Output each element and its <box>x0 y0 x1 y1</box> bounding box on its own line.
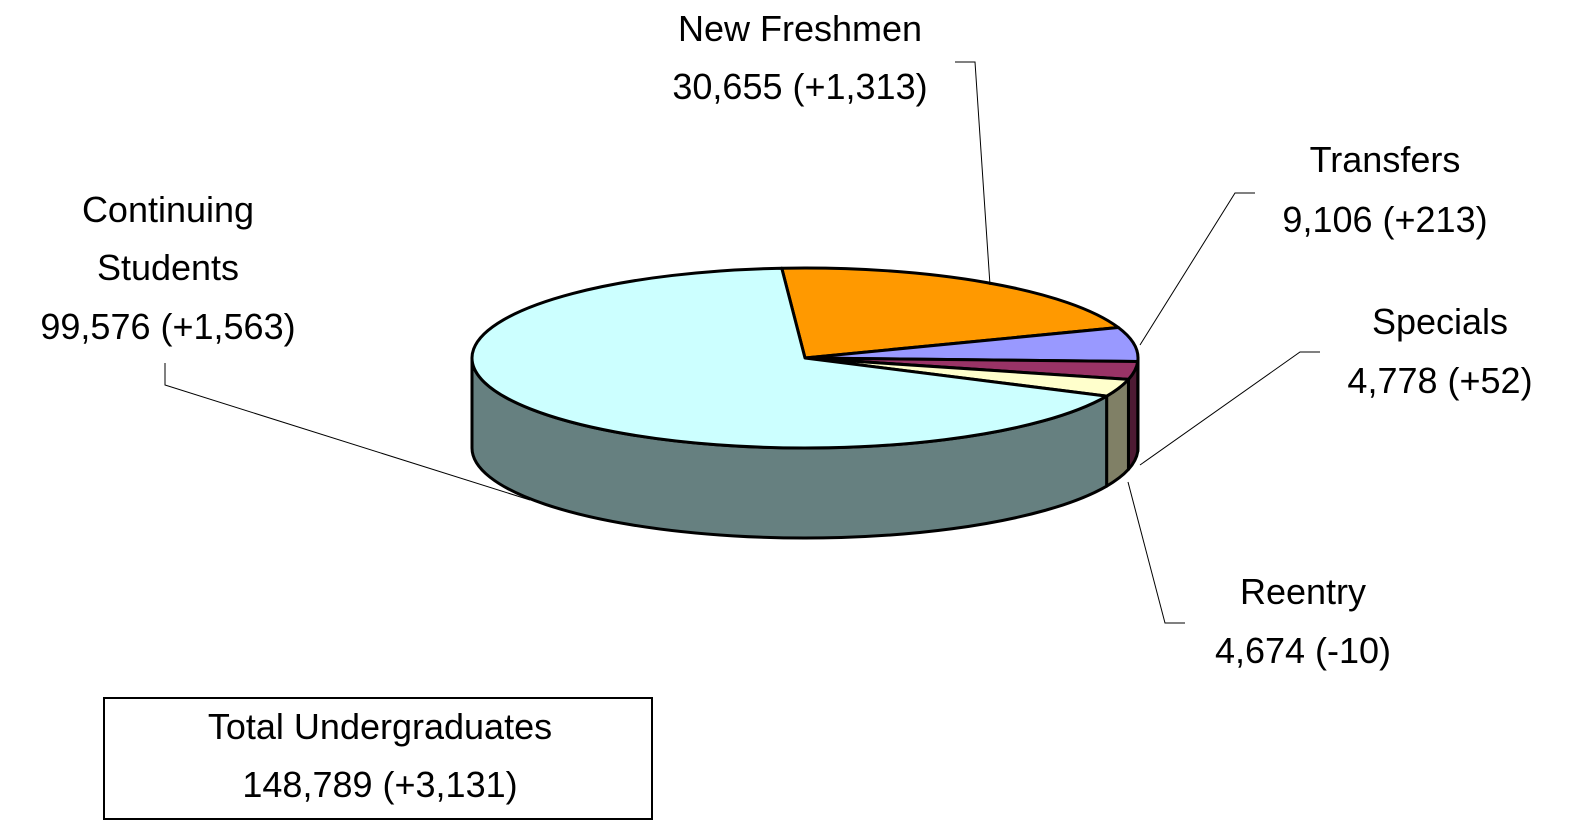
slice-label: Transfers <box>1309 139 1461 180</box>
value-label: 9,106 (+213) <box>1282 199 1488 240</box>
value-label: 4,674 (-10) <box>1214 630 1392 671</box>
slice-label: Specials <box>1371 301 1509 342</box>
leader-line <box>1139 192 1255 346</box>
total-label: Total Undergraduates <box>207 706 553 747</box>
leader-line <box>164 363 531 501</box>
value-label: 4,778 (+52) <box>1347 360 1533 401</box>
slice-label: New Freshmen <box>677 8 923 49</box>
slice <box>470 266 1109 450</box>
leader-line <box>1127 481 1185 624</box>
value-label: 99,576 (+1,563) <box>40 306 296 347</box>
value-label: 30,655 (+1,313) <box>672 66 928 107</box>
slice-label: Continuing Students <box>81 189 255 288</box>
leader-line <box>1139 351 1320 466</box>
total-value: 148,789 (+3,131) <box>242 764 518 805</box>
total-box <box>103 697 653 820</box>
leader-line <box>955 61 991 286</box>
slice-label: Reentry <box>1239 571 1367 612</box>
